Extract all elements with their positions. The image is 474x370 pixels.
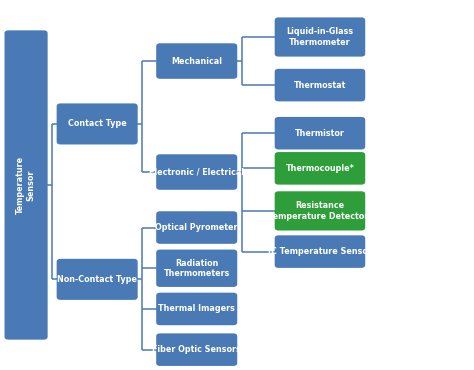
Text: Resistance
Temperature Detector*: Resistance Temperature Detector* <box>268 201 372 221</box>
FancyBboxPatch shape <box>156 249 237 287</box>
FancyBboxPatch shape <box>156 154 237 190</box>
FancyBboxPatch shape <box>274 191 365 231</box>
FancyBboxPatch shape <box>156 211 237 244</box>
FancyBboxPatch shape <box>156 333 237 366</box>
Text: Thermocouple*: Thermocouple* <box>285 164 355 173</box>
Text: Contact Type: Contact Type <box>68 120 127 128</box>
FancyBboxPatch shape <box>156 43 237 79</box>
Text: Thermistor: Thermistor <box>295 129 345 138</box>
Text: Electronic / Electrical: Electronic / Electrical <box>149 168 244 176</box>
FancyBboxPatch shape <box>274 235 365 268</box>
Text: Temperature
Sensor: Temperature Sensor <box>17 156 36 214</box>
Text: Mechanical: Mechanical <box>171 57 222 65</box>
Text: Thermal Imagers: Thermal Imagers <box>158 305 235 313</box>
FancyBboxPatch shape <box>57 259 137 300</box>
Text: Thermostat: Thermostat <box>294 81 346 90</box>
FancyBboxPatch shape <box>274 117 365 149</box>
Text: Non-Contact Type: Non-Contact Type <box>57 275 137 284</box>
FancyBboxPatch shape <box>274 69 365 101</box>
FancyBboxPatch shape <box>274 152 365 185</box>
Text: Fiber Optic Sensors: Fiber Optic Sensors <box>152 345 241 354</box>
FancyBboxPatch shape <box>274 17 365 57</box>
Text: Optical Pyrometer: Optical Pyrometer <box>155 223 238 232</box>
FancyBboxPatch shape <box>57 103 137 144</box>
FancyBboxPatch shape <box>5 30 47 340</box>
Text: Liquid-in-Glass
Thermometer: Liquid-in-Glass Thermometer <box>286 27 354 47</box>
FancyBboxPatch shape <box>156 293 237 325</box>
Text: IC Temperature Sensor: IC Temperature Sensor <box>268 247 372 256</box>
Text: Radiation
Thermometers: Radiation Thermometers <box>164 259 230 278</box>
